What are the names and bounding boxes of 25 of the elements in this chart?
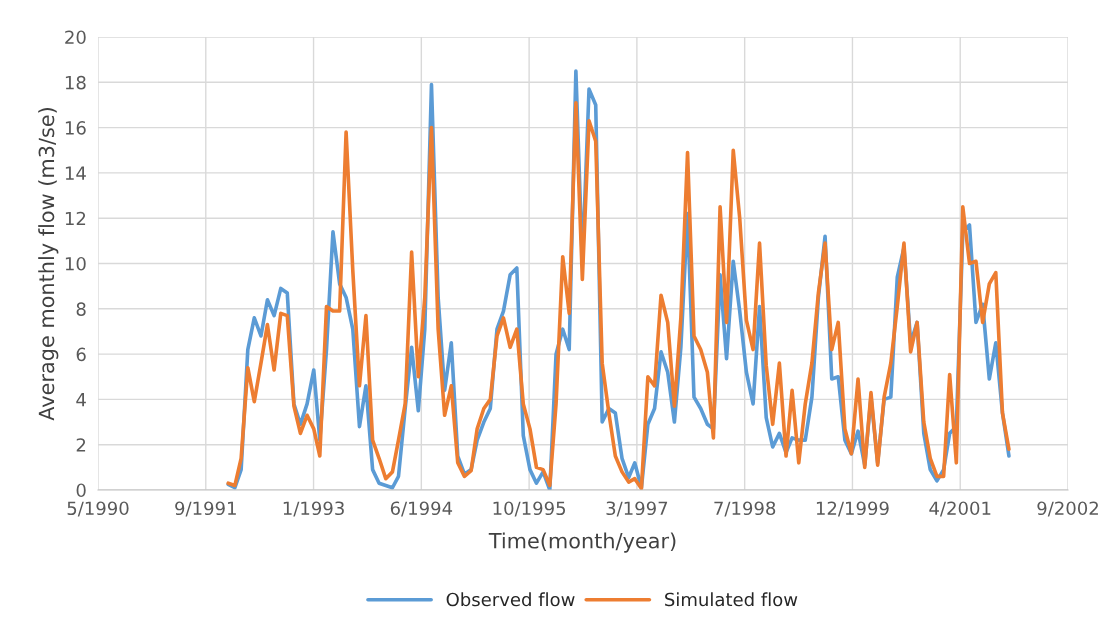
y-tick-label: 10 — [65, 256, 86, 271]
x-tick-label: 3/1997 — [606, 501, 668, 517]
x-tick-label: 9/2002 — [1037, 501, 1098, 517]
y-tick-label: 2 — [76, 438, 86, 452]
y-tick-label: 14 — [65, 166, 86, 180]
y-tick-label: 16 — [65, 121, 86, 135]
legend-label: Observed flow — [446, 592, 575, 607]
legend-label: Simulated flow — [665, 592, 798, 607]
y-tick-label: 0 — [76, 483, 86, 498]
y-tick-label: 6 — [76, 347, 86, 362]
x-tick-label: 12/1999 — [816, 501, 889, 517]
x-tick-label: 6/1994 — [390, 501, 453, 517]
y-tick-label: 8 — [76, 302, 86, 316]
x-tick-label: 4/2001 — [929, 501, 991, 517]
y-tick-label: 20 — [65, 30, 86, 45]
y-tick-label: 18 — [65, 75, 86, 90]
x-tick-label: 1/1993 — [283, 501, 344, 517]
x-axis-title: Time(month/year) — [488, 532, 676, 553]
y-tick-label: 4 — [76, 393, 86, 407]
y-tick-label: 12 — [65, 211, 86, 226]
x-tick-label: 7/1998 — [714, 501, 776, 517]
x-tick-label: 5/1990 — [67, 501, 129, 517]
x-tick-label: 9/1991 — [175, 501, 236, 517]
y-axis-title: Average monthly flow (m3/se) — [38, 108, 59, 421]
x-tick-label: 10/1995 — [493, 501, 566, 517]
